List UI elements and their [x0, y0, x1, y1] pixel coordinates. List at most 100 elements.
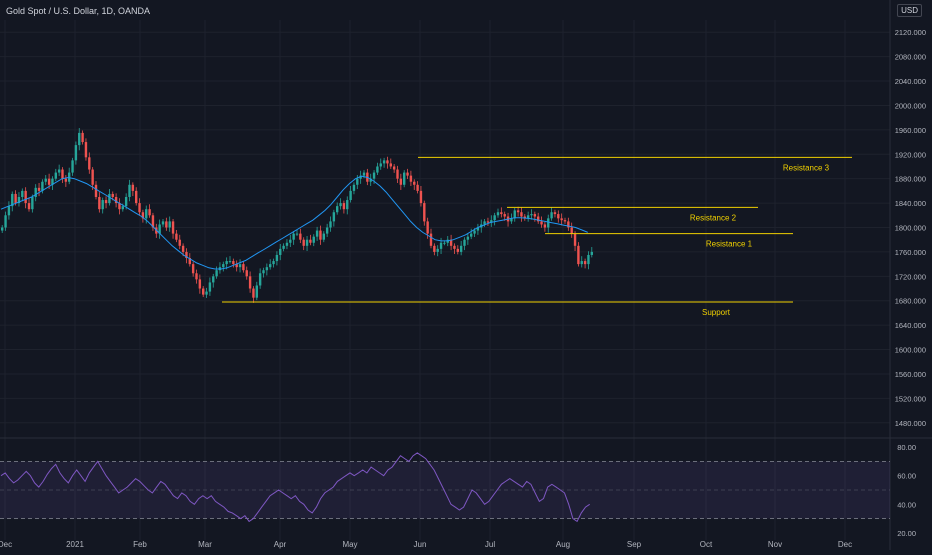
candle-body [530, 214, 533, 216]
x-tick-label: Nov [768, 540, 782, 549]
candle-body [563, 220, 567, 222]
candle-body [470, 233, 473, 237]
candle-body [540, 221, 543, 225]
candle-body [550, 212, 553, 219]
y-tick-label: 1600.000 [895, 346, 926, 355]
candle-body [399, 178, 403, 185]
candle-body [195, 273, 198, 280]
candle-body [225, 261, 228, 265]
candle-body [238, 264, 242, 268]
candle-body [332, 212, 336, 222]
y-tick-label: 1720.000 [895, 272, 926, 281]
candle-body [104, 200, 108, 204]
candle-body [118, 203, 121, 210]
candle-body [71, 160, 74, 173]
candle-body [490, 220, 493, 223]
candle-body [68, 172, 71, 182]
candle-body [1, 227, 4, 231]
candle-body [232, 261, 235, 265]
x-tick-label: Feb [133, 540, 147, 549]
candle-body [392, 166, 396, 170]
y-tick-label: 1800.000 [895, 224, 926, 233]
candle-body [476, 227, 480, 231]
candle-body [299, 233, 302, 240]
candle-body [289, 239, 292, 243]
candle-body [47, 178, 51, 185]
candle-body [496, 212, 500, 216]
candle-body [329, 221, 332, 228]
candle-body [165, 221, 168, 228]
candle-body [141, 212, 145, 219]
y-tick-label: 2080.000 [895, 53, 926, 62]
candle-body [98, 196, 101, 210]
candle-body [255, 285, 258, 298]
candle-body [121, 206, 124, 210]
candle-body [168, 221, 171, 228]
candle-body [148, 209, 151, 216]
rsi-tick-label: 80.00 [897, 443, 916, 452]
x-tick-label: May [342, 540, 357, 549]
x-tick-label: Dec [0, 540, 12, 549]
y-tick-label: 1640.000 [895, 321, 926, 330]
candle-body [339, 203, 342, 207]
candle-body [21, 190, 24, 197]
candle-body [439, 242, 443, 249]
candle-body [54, 172, 57, 179]
candle-body [37, 187, 41, 191]
y-tick-label: 1560.000 [895, 370, 926, 379]
candle-body [44, 178, 47, 182]
candle-body [349, 190, 352, 201]
rsi-tick-label: 40.00 [897, 500, 916, 509]
candle-body [463, 239, 466, 246]
candle-body [483, 221, 486, 225]
candle-body [285, 242, 289, 246]
candle-body [543, 224, 547, 228]
candle-body [57, 169, 61, 173]
y-tick-label: 2040.000 [895, 77, 926, 86]
candle-body [265, 267, 269, 271]
candle-body [248, 276, 252, 289]
candle-body [84, 142, 88, 158]
candle-body [456, 248, 459, 252]
candle-body [315, 230, 319, 237]
candle-body [11, 193, 14, 207]
candle-body [419, 190, 423, 204]
candle-body [158, 224, 161, 234]
candle-body [453, 245, 456, 249]
candle-body [473, 230, 476, 234]
candle-body [175, 233, 178, 240]
candle-body [369, 178, 372, 182]
candle-body [312, 236, 315, 243]
level-label: Resistance 2 [690, 213, 737, 222]
candle-body [510, 218, 513, 222]
candle-body [131, 184, 135, 191]
x-tick-label: Oct [700, 540, 713, 549]
candle-body [124, 196, 128, 207]
candle-body [573, 233, 577, 246]
candle-body [258, 273, 262, 286]
candle-body [325, 227, 329, 234]
y-tick-label: 1520.000 [895, 394, 926, 403]
candle-body [215, 270, 218, 277]
candle-body [352, 184, 356, 191]
candle-body [222, 264, 225, 268]
candle-body [356, 178, 359, 185]
candle-body [443, 242, 446, 244]
moving-average-line [0, 175, 588, 270]
candle-body [295, 233, 299, 235]
candle-body [198, 279, 202, 289]
currency-label[interactable]: USD [897, 4, 922, 17]
candle-body [228, 261, 232, 263]
y-tick-label: 2000.000 [895, 101, 926, 110]
candle-body [64, 178, 68, 182]
candle-body [31, 196, 34, 210]
candle-body [269, 264, 272, 268]
candle-body [436, 248, 439, 252]
candle-body [14, 193, 17, 204]
candle-body [151, 215, 155, 228]
candle-body [88, 157, 91, 170]
candle-body [17, 196, 21, 204]
candle-body [587, 254, 590, 265]
